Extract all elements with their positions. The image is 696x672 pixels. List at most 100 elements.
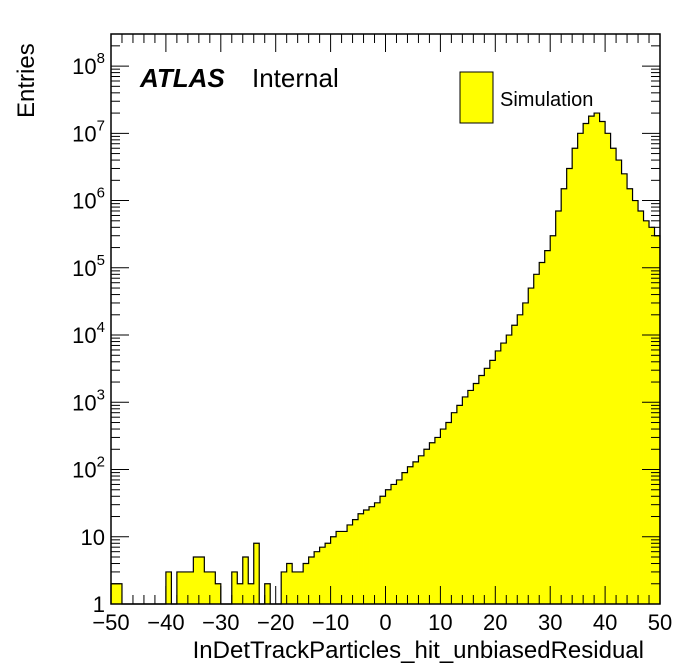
y-axis-title: Entries (13, 43, 40, 118)
histogram-bar (330, 536, 337, 604)
histogram-bar (522, 302, 529, 604)
histogram-bar (242, 557, 249, 604)
histogram-bar (599, 121, 606, 604)
x-axis-title: InDetTrackParticles_hit_unbiasedResidual (193, 637, 644, 664)
histogram-bar (347, 524, 353, 604)
histogram-bar (489, 360, 496, 604)
histogram-bar (412, 461, 419, 604)
histogram-bar (209, 571, 216, 604)
x-tick-label: −10 (312, 610, 349, 635)
histogram-bar (165, 571, 172, 604)
histogram-bar (638, 210, 644, 604)
histogram-bar (358, 513, 364, 604)
histogram-bar (495, 350, 502, 604)
histogram-bar (632, 200, 639, 604)
histogram-bar (237, 583, 244, 604)
y-tick-label: 108 (72, 50, 105, 79)
histogram-bar (627, 188, 633, 604)
histogram-bar (204, 571, 211, 604)
y-tick-label: 105 (72, 252, 105, 281)
histogram-bar (649, 227, 655, 604)
histogram-bar (303, 563, 310, 604)
histogram-bar (440, 429, 447, 604)
histogram-bar (555, 210, 562, 604)
x-tick-labels: −50 −40 −30 −20 −10 0 10 20 30 40 50 (92, 610, 672, 635)
histogram-bar (517, 314, 524, 604)
histogram-bar (528, 288, 535, 604)
histogram-bar (407, 466, 414, 604)
histogram-bar (566, 168, 573, 604)
histogram-bar (374, 502, 381, 604)
y-tick-label: 107 (72, 117, 105, 146)
atlas-label: ATLAS (139, 63, 225, 93)
histogram-bar (297, 571, 304, 604)
histogram-bar (380, 496, 386, 604)
histogram-bar (292, 571, 299, 604)
histogram-bar (385, 489, 392, 604)
histogram-bar (314, 551, 321, 604)
x-tick-label: 0 (379, 610, 391, 635)
y-tick-label: 104 (72, 319, 105, 348)
histogram-bar (616, 160, 622, 605)
x-tick-label: 20 (483, 610, 507, 635)
histogram-bar (577, 133, 584, 604)
histogram-bar (594, 113, 601, 605)
histogram-bar (182, 571, 189, 604)
histogram-bar (231, 571, 238, 604)
histogram-bar (462, 396, 469, 604)
y-tick-label: 103 (72, 386, 105, 415)
histogram-bar (643, 220, 650, 604)
histogram-bar (281, 571, 288, 604)
histogram-bar (341, 531, 348, 604)
y-tick-labels: 1 10 102 103 104 105 106 107 108 (72, 50, 105, 617)
histogram-bar (176, 571, 183, 604)
histogram-bar (456, 405, 463, 604)
x-tick-label: −30 (202, 610, 239, 635)
histogram-bar (539, 262, 546, 604)
histogram-bar (253, 543, 260, 604)
histogram-bar (286, 563, 293, 604)
histogram-bar (429, 442, 436, 604)
y-tick-label: 102 (72, 454, 105, 483)
histogram-bar (369, 506, 375, 604)
internal-label: Internal (252, 63, 339, 93)
x-tick-label: −50 (92, 610, 129, 635)
histogram-bar (500, 343, 507, 604)
histogram-bar (561, 188, 568, 604)
histogram-bar (336, 531, 342, 604)
histogram-bar (621, 173, 628, 604)
histogram-bar (401, 472, 408, 604)
histogram-bar (583, 123, 590, 604)
histogram-bar (478, 375, 485, 604)
histogram-bar (319, 547, 326, 604)
histogram-bars (110, 112, 661, 605)
histogram-bar (610, 148, 617, 605)
x-tick-label: 40 (593, 610, 617, 635)
x-tick-label: 50 (648, 610, 672, 635)
histogram-bar (533, 274, 540, 604)
y-tick-label: 10 (81, 525, 105, 550)
histogram-bar (423, 449, 430, 604)
histogram-bar (193, 557, 200, 604)
histogram-bar (473, 383, 480, 604)
histogram-bar (325, 543, 331, 604)
histogram-bar (544, 250, 551, 605)
legend-label: Simulation (500, 89, 593, 111)
x-tick-label: −20 (257, 610, 294, 635)
histogram-bar (111, 583, 117, 604)
x-tick-label: 30 (538, 610, 562, 635)
histogram-bar (215, 583, 222, 604)
histogram-bar (654, 235, 661, 604)
histogram-bar (572, 148, 579, 605)
histogram-bar (506, 335, 513, 604)
histogram-bar (198, 557, 205, 604)
histogram-bar (511, 325, 518, 604)
histogram-bar (484, 368, 491, 604)
y-tick-label: 1 (93, 592, 105, 617)
histogram-bar (550, 235, 557, 604)
histogram-bar (116, 583, 123, 604)
histogram-bar (467, 390, 474, 604)
histogram-bar (445, 422, 452, 604)
histogram-bar (352, 519, 359, 604)
